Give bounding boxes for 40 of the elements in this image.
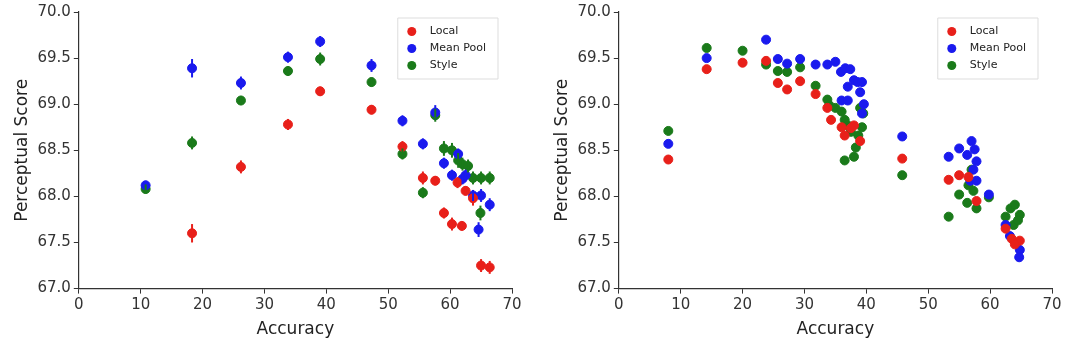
y-tick-label: 67.5 [37,232,71,251]
y-tick-label: 70.0 [577,1,611,20]
x-tick-label: 60 [980,295,1000,314]
x-axis-title: Accuracy [796,318,875,339]
legend-label: Mean Pool [429,41,487,55]
legend-label: Local [429,24,459,38]
legend-label: Style [429,58,458,72]
x-tick-label: 0 [614,295,624,314]
x-tick-label: 10 [671,295,691,314]
x-tick-label: 60 [440,295,460,314]
y-tick-label: 70.0 [37,1,71,20]
x-tick-label: 20 [193,295,213,314]
y-tick-label: 69.0 [577,94,611,113]
x-tick-label: 30 [794,295,814,314]
y-axis-title: Perceptual Score [10,78,31,222]
y-tick-label: 67.0 [37,278,71,297]
y-tick-label: 68.5 [577,140,611,159]
x-tick-label: 20 [733,295,753,314]
x-tick-label: 10 [131,295,151,314]
y-tick-label: 68.5 [37,140,71,159]
legend-label: Style [969,58,998,72]
y-axis-title: Perceptual Score [550,78,571,222]
y-tick-label: 69.5 [37,47,71,66]
x-tick-label: 50 [378,295,398,314]
x-tick-label: 40 [316,295,336,314]
y-tick-label: 67.5 [577,232,611,251]
x-axis-title: Accuracy [256,318,335,339]
x-tick-label: 70 [502,295,522,314]
x-tick-label: 30 [254,295,274,314]
y-tick-label: 69.0 [37,94,71,113]
y-tick-label: 69.5 [577,47,611,66]
y-tick-label: 68.0 [577,186,611,205]
x-tick-label: 0 [74,295,84,314]
legend-label: Mean Pool [969,41,1027,55]
legend-label: Local [969,24,999,38]
x-tick-label: 70 [1042,295,1062,314]
x-tick-label: 40 [856,295,876,314]
y-tick-label: 68.0 [37,186,71,205]
y-tick-label: 67.0 [577,278,611,297]
x-tick-label: 50 [918,295,938,314]
